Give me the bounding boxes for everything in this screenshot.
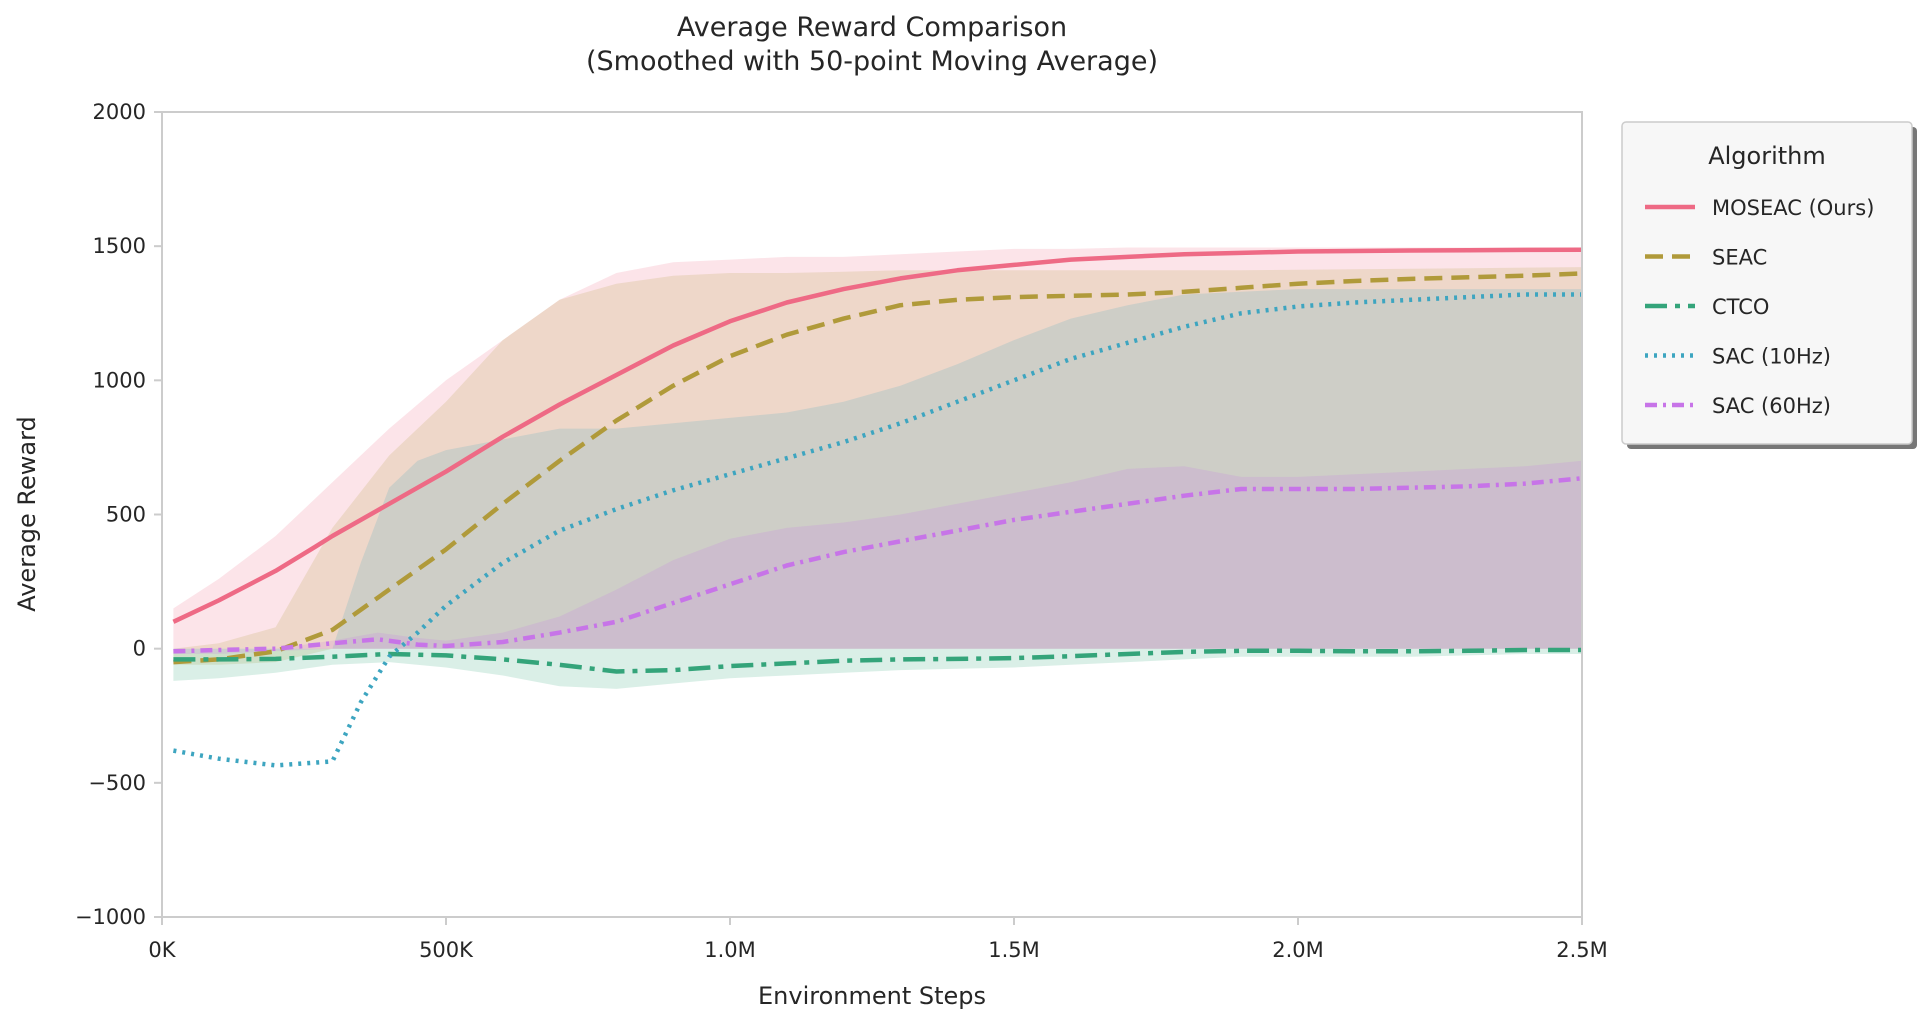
x-tick-label: 2.5M	[1556, 938, 1608, 962]
y-tick-label: −1000	[75, 905, 146, 929]
band-sac-60hz	[173, 460, 1582, 654]
chart-title: Average Reward Comparison	[677, 12, 1067, 43]
line-sac-60hz	[173, 476, 1583, 654]
y-tick-label: −500	[88, 771, 146, 795]
legend-label-moseac-ours: MOSEAC (Ours)	[1712, 196, 1874, 220]
legend-label-ctco: CTCO	[1712, 295, 1769, 319]
band-sac-10hz	[173, 289, 1582, 649]
y-tick-label: 2000	[93, 100, 146, 124]
band-moseac-ours	[173, 247, 1582, 649]
chart-subtitle: (Smoothed with 50-point Moving Average)	[586, 46, 1158, 77]
y-tick-label: 1500	[93, 234, 146, 258]
line-ctco	[173, 647, 1582, 674]
y-tick-label: 500	[106, 503, 146, 527]
x-tick-label: 2.0M	[1272, 938, 1324, 962]
x-axis-label: Environment Steps	[758, 982, 986, 1010]
line-seac	[173, 271, 1583, 665]
x-tick-label: 1.0M	[704, 938, 756, 962]
band-ctco	[173, 648, 1582, 689]
x-tick-label: 500K	[419, 938, 474, 962]
y-tick-label: 1000	[93, 368, 146, 392]
legend: Algorithm MOSEAC (Ours) SEAC CTCO SAC (10Hz…	[1621, 121, 1917, 449]
x-tick-label: 0K	[148, 938, 176, 962]
y-axis-label: Average Reward	[13, 416, 41, 612]
legend-label-seac: SEAC	[1712, 246, 1767, 270]
legend-title: Algorithm	[1708, 142, 1826, 170]
legend-label-sac-10hz: SAC (10Hz)	[1712, 345, 1831, 369]
x-tick-label: 1.5M	[988, 938, 1040, 962]
band-seac	[173, 267, 1582, 665]
legend-box	[1621, 121, 1913, 445]
confidence-bands	[173, 247, 1582, 689]
legend-label-sac-60hz: SAC (60Hz)	[1712, 394, 1831, 418]
line-sac-10hz	[173, 292, 1582, 768]
series-lines	[172, 247, 1583, 768]
y-tick-label: 0	[133, 637, 146, 661]
y-axis-ticks: −1000 −500 0 500 1000 1500 2000	[75, 100, 162, 929]
x-axis-ticks: 0K 500K 1.0M 1.5M 2.0M 2.5M	[148, 917, 1608, 962]
line-moseac-ours	[172, 247, 1583, 624]
